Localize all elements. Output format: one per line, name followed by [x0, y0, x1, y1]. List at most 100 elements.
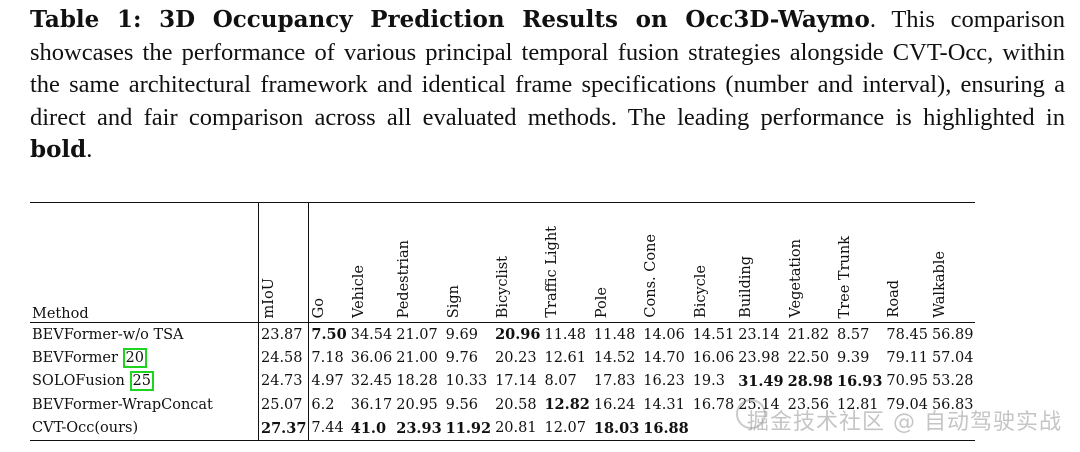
- citation-ref[interactable]: 25: [129, 371, 154, 392]
- value-cell: 16.23: [643, 373, 685, 390]
- col-header: Vegetation: [785, 202, 836, 323]
- col-header: Go: [308, 202, 349, 323]
- value-cell: 32.45: [350, 373, 393, 390]
- value-cell: 70.95: [886, 373, 928, 390]
- results-table: Method mIoU Go Vehicle Pedestrian Sign B…: [30, 202, 976, 441]
- col-header: Cons. Cone: [641, 202, 691, 323]
- value-cell: 57.04: [931, 349, 974, 366]
- table-row: SOLOFusion 25 24.73 4.97 32.45 18.28 10.33 17.…: [30, 369, 975, 393]
- col-header: Tree Trunk: [835, 202, 885, 323]
- value-cell: 21.82: [787, 326, 830, 343]
- value-cell: 18.28: [396, 373, 438, 390]
- method-header: Method: [30, 202, 259, 323]
- value-cell: 19.3: [692, 373, 725, 390]
- value-cell: 11.92: [445, 419, 492, 437]
- value-cell: 7.50: [311, 326, 347, 343]
- value-cell: 23.14: [738, 326, 780, 343]
- value-cell: 12.61: [544, 349, 586, 366]
- value-cell: 25.07: [258, 393, 310, 417]
- value-cell: 9.56: [445, 396, 478, 413]
- method-name: SOLOFusion: [32, 373, 130, 390]
- value-cell: 8.07: [544, 373, 577, 390]
- caption-text-end: .: [86, 136, 93, 163]
- value-cell: 53.28: [931, 373, 974, 390]
- value-cell: 18.03: [593, 419, 640, 437]
- value-cell: 22.50: [787, 349, 830, 366]
- value-cell: 56.89: [931, 326, 974, 343]
- value-cell: 14.70: [643, 349, 685, 366]
- method-cell: CVT-Occ(ours): [30, 416, 259, 440]
- value-cell: 12.81: [837, 396, 879, 413]
- col-header: Pole: [591, 202, 642, 323]
- col-header: Vehicle: [348, 202, 395, 323]
- value-cell: 78.45: [886, 326, 928, 343]
- value-cell: 9.39: [837, 349, 870, 366]
- table-row: BEVFormer 20 24.58 7.18 36.06 21.00 9.76 20.23…: [30, 346, 975, 370]
- value-cell: 12.82: [544, 396, 590, 414]
- value-cell: 24.73: [258, 369, 310, 393]
- value-cell: 23.56: [787, 396, 830, 413]
- value-cell: 20.58: [495, 396, 537, 413]
- value-cell: 21.00: [396, 349, 438, 366]
- value-cell: 20.96: [495, 326, 541, 343]
- method-name: BEVFormer: [32, 349, 123, 366]
- value-cell: 23.98: [738, 349, 780, 366]
- col-header: Sign: [443, 202, 494, 323]
- table-caption: Table 1: 3D Occupancy Prediction Results…: [30, 4, 1065, 167]
- value-cell: 17.83: [593, 373, 636, 390]
- value-cell: 56.83: [931, 396, 974, 413]
- method-cell: BEVFormer 20: [30, 346, 259, 370]
- value-cell: 9.76: [445, 349, 478, 366]
- value-cell: 20.23: [495, 349, 537, 366]
- value-cell: 24.58: [258, 346, 310, 370]
- value-cell: 34.54: [350, 326, 393, 343]
- method-cell: SOLOFusion 25: [30, 369, 259, 393]
- caption-label: Table 1: 3D Occupancy Prediction Results…: [30, 6, 870, 33]
- value-cell: 7.18: [311, 349, 344, 366]
- value-cell: 16.78: [692, 396, 735, 413]
- method-cell: BEVFormer-w/o TSA: [30, 322, 259, 346]
- method-name: BEVFormer-WrapConcat: [32, 396, 213, 413]
- col-header: Traffic Light: [542, 202, 592, 323]
- value-cell: 12.07: [544, 420, 586, 436]
- value-cell: 20.95: [396, 396, 438, 413]
- value-cell: 10.33: [445, 373, 488, 390]
- value-cell: 21.07: [396, 326, 438, 343]
- value-cell: 23.87: [258, 322, 310, 346]
- table-row: BEVFormer-w/o TSA 23.87 7.50 34.54 21.07 9.69…: [30, 322, 975, 346]
- value-cell: 23.93: [396, 419, 442, 437]
- value-cell: 14.31: [643, 396, 685, 413]
- value-cell: 16.88: [643, 419, 689, 437]
- value-cell: 31.49: [738, 372, 784, 390]
- table-row: CVT-Occ(ours) 27.37 7.44 41.0 23.93 11.92 20.8…: [30, 416, 975, 441]
- col-header: Road: [884, 202, 930, 323]
- watermark: 掘金技术社区 @ 自动驾驶实战: [747, 410, 1062, 435]
- value-cell: 14.51: [692, 326, 735, 343]
- header-row: Method mIoU Go Vehicle Pedestrian Sign B…: [30, 202, 976, 323]
- value-cell: 79.11: [886, 349, 928, 366]
- value-cell: 4.97: [311, 373, 344, 390]
- value-cell: 36.17: [350, 396, 393, 413]
- value-cell: 16.06: [692, 349, 735, 366]
- col-header: Walkable: [929, 202, 976, 323]
- col-header: Bicyclist: [493, 202, 543, 323]
- value-cell: 17.14: [495, 373, 537, 390]
- method-name: BEVFormer-w/o TSA: [32, 326, 184, 343]
- value-cell: 20.81: [495, 420, 537, 436]
- value-cell: 16.24: [593, 396, 636, 413]
- value-cell: 7.44: [311, 420, 344, 436]
- value-cell: 8.57: [837, 326, 870, 343]
- col-header: mIoU: [258, 202, 310, 323]
- caption-bold-word: bold: [30, 136, 87, 163]
- citation-ref[interactable]: 20: [122, 347, 147, 368]
- value-cell: 16.93: [837, 372, 883, 390]
- value-cell: 36.06: [350, 349, 393, 366]
- value-cell: 11.48: [544, 326, 586, 343]
- col-header: Pedestrian: [394, 202, 444, 323]
- value-cell: 27.37: [258, 416, 310, 440]
- value-cell: 9.69: [445, 326, 478, 343]
- caption-text: . This comparison showcases the performa…: [30, 6, 1065, 131]
- value-cell: [691, 417, 737, 441]
- value-cell: 11.48: [593, 326, 636, 343]
- value-cell: 14.52: [593, 349, 636, 366]
